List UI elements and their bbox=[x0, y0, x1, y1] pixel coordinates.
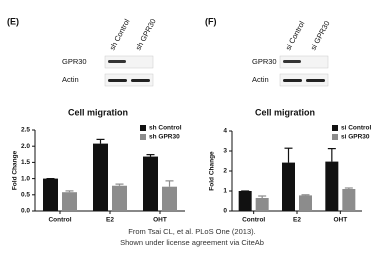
y-tick-label: 1 bbox=[223, 188, 227, 195]
legend-swatch bbox=[140, 134, 146, 140]
blot-row-label: Actin bbox=[252, 75, 269, 84]
x-tick-label: Control bbox=[242, 217, 265, 224]
bar bbox=[112, 185, 127, 211]
caption-line: From Tsai CL, et al. PLoS One (2013). bbox=[128, 227, 255, 236]
band bbox=[306, 79, 325, 82]
chart-title: Cell migration bbox=[255, 107, 315, 117]
y-tick-label: 1.0 bbox=[21, 175, 30, 182]
bar bbox=[342, 189, 356, 211]
y-tick-label: 2.0 bbox=[21, 143, 30, 150]
panel-label: (E) bbox=[7, 16, 19, 26]
blot-panel bbox=[104, 73, 154, 87]
caption-line: Shown under license agreement via CiteAb bbox=[120, 238, 264, 247]
legend-label: sh GPR30 bbox=[149, 134, 180, 141]
band bbox=[283, 79, 302, 82]
bar bbox=[93, 143, 108, 211]
chart-title: Cell migration bbox=[68, 107, 128, 117]
blot-panel bbox=[104, 55, 154, 69]
blot-panel bbox=[279, 55, 329, 69]
y-tick-label: 4 bbox=[223, 128, 227, 135]
panel-label: (F) bbox=[205, 16, 217, 26]
x-tick-label: OHT bbox=[333, 217, 347, 224]
band bbox=[131, 79, 150, 82]
blot-row-label: GPR30 bbox=[62, 57, 87, 66]
bar bbox=[282, 162, 295, 211]
bar bbox=[238, 191, 252, 211]
y-axis-label: Fold Change bbox=[12, 150, 19, 190]
x-tick-label: Control bbox=[48, 217, 71, 224]
x-tick-label: E2 bbox=[106, 217, 114, 224]
blot-panel bbox=[279, 73, 329, 87]
y-tick-label: 3 bbox=[223, 148, 227, 155]
bar bbox=[62, 192, 77, 211]
band bbox=[283, 60, 301, 63]
legend-swatch bbox=[332, 125, 338, 131]
y-tick-label: 0 bbox=[223, 208, 227, 215]
blot-row-label: Actin bbox=[62, 75, 79, 84]
x-tick-label: OHT bbox=[153, 217, 167, 224]
y-axis-label: Fold Change bbox=[209, 151, 216, 191]
band bbox=[108, 60, 126, 63]
lane-label: si Control bbox=[284, 19, 307, 51]
bar bbox=[162, 186, 177, 211]
x-tick-label: E2 bbox=[293, 217, 301, 224]
lane-label: sh GPR30 bbox=[134, 17, 158, 52]
band bbox=[108, 79, 127, 82]
legend-swatch bbox=[332, 134, 338, 140]
lane-label: sh Control bbox=[108, 17, 132, 52]
blot-row-label: GPR30 bbox=[252, 57, 277, 66]
lane-label: si GPR30 bbox=[309, 19, 332, 52]
legend-label: si Control bbox=[341, 125, 372, 132]
y-tick-label: 1.5 bbox=[21, 159, 30, 166]
y-tick-label: 2.5 bbox=[21, 127, 30, 134]
bar bbox=[143, 156, 158, 211]
bar bbox=[299, 195, 312, 211]
legend-swatch bbox=[140, 125, 146, 131]
bar bbox=[325, 161, 339, 211]
y-tick-label: 2 bbox=[223, 168, 227, 175]
legend-label: sh Control bbox=[149, 125, 182, 132]
bar bbox=[255, 198, 269, 211]
y-tick-label: 0.5 bbox=[21, 192, 30, 199]
y-tick-label: 0.0 bbox=[21, 208, 30, 215]
bar bbox=[43, 178, 58, 211]
legend-label: si GPR30 bbox=[341, 134, 370, 141]
